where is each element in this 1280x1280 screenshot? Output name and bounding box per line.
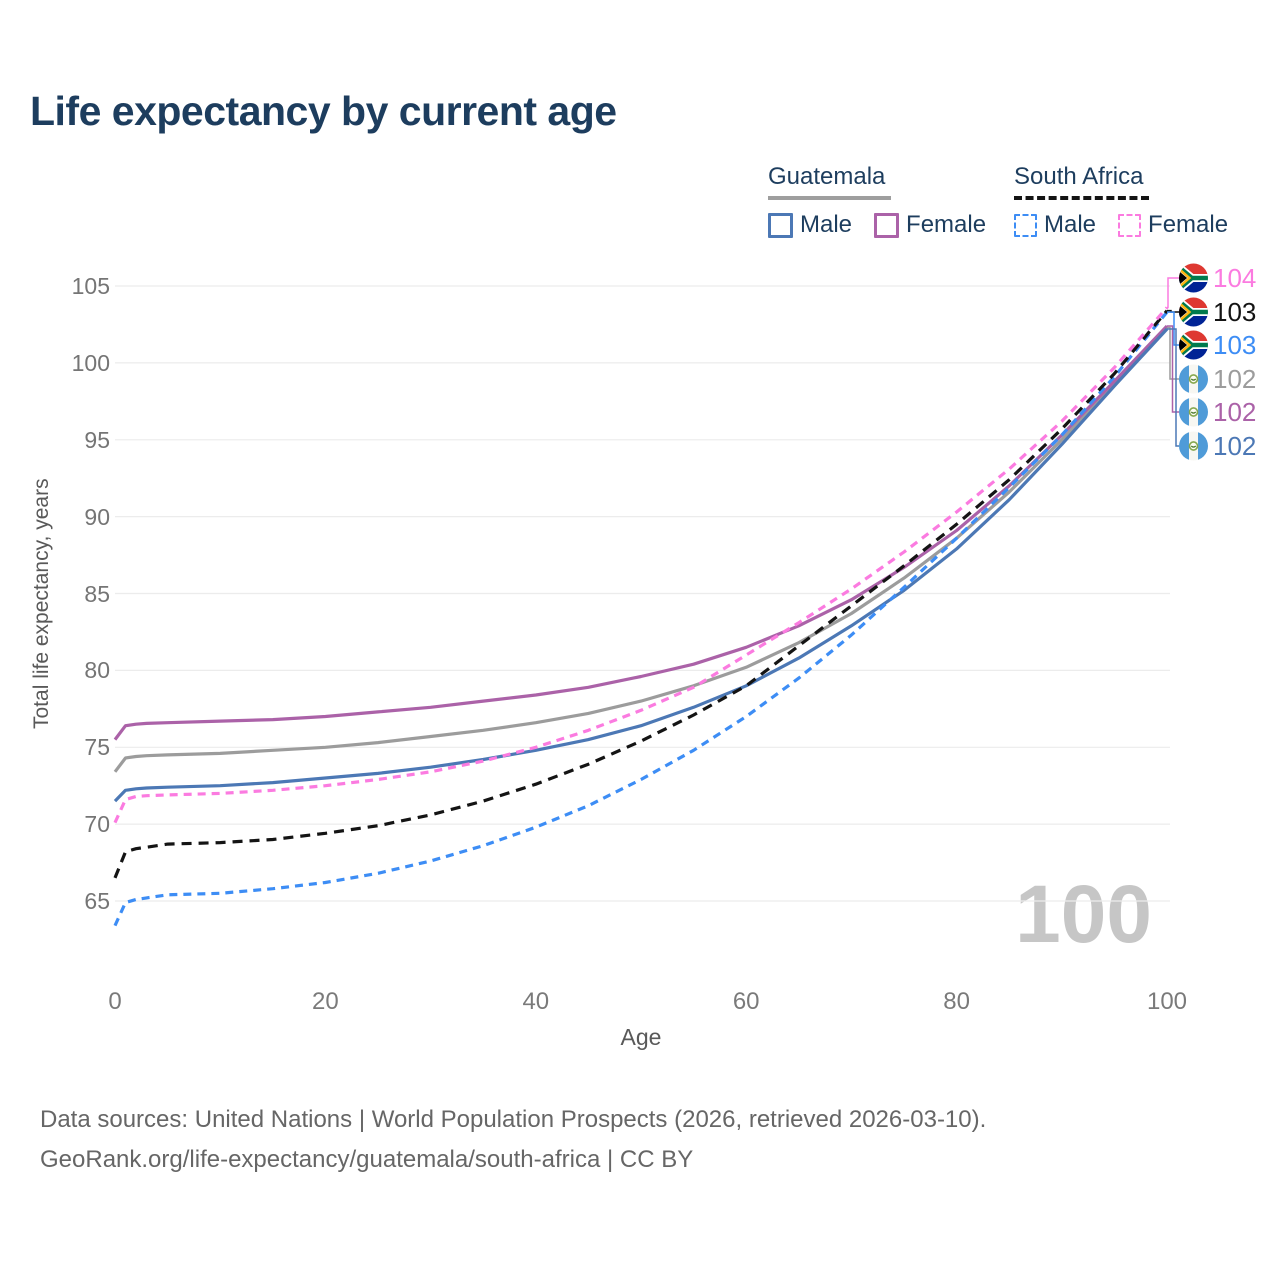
y-tick-label: 95 — [84, 426, 110, 453]
y-tick-label: 65 — [84, 888, 110, 914]
south-africa-flag-icon — [1177, 298, 1210, 327]
y-tick-label: 100 — [71, 349, 110, 376]
legend-label-south-africa-male: Male — [1044, 211, 1097, 238]
series-line-guatemala-female[interactable] — [113, 324, 1169, 741]
series-line-south-africa-total[interactable] — [113, 309, 1169, 879]
legend-label-south-africa-female: Female — [1148, 211, 1229, 238]
gridlines — [115, 285, 1170, 902]
series-line-guatemala-total[interactable] — [113, 326, 1169, 773]
legend-item-south-africa-male[interactable]: Male — [1014, 211, 1096, 239]
legend-label-guatemala-male: Male — [800, 211, 853, 238]
series-line-south-africa-male[interactable] — [113, 311, 1169, 927]
x-tick-label: 20 — [312, 988, 339, 1015]
series-lines — [113, 306, 1169, 927]
legend-group-south-africa: South Africa Male Female — [1014, 163, 1228, 239]
end-value-label: 102 — [1213, 364, 1256, 394]
guatemala-flag-icon — [1179, 365, 1208, 394]
y-axis-title: Total life expectancy, years — [30, 478, 53, 729]
attribution-note: GeoRank.org/life-expectancy/guatemala/so… — [40, 1146, 694, 1173]
y-tick-label: 70 — [84, 811, 110, 838]
x-tick-label: 60 — [732, 988, 760, 1015]
end-label-connector — [1167, 277, 1179, 309]
y-tick-label: 85 — [84, 580, 110, 607]
end-value-label: 103 — [1213, 297, 1256, 327]
south-africa-flag-icon — [1177, 331, 1210, 360]
x-axis-title: Age — [620, 1024, 662, 1050]
series-line-south-africa-female[interactable] — [113, 306, 1169, 824]
end-value-label: 103 — [1213, 330, 1256, 360]
end-value-label: 102 — [1213, 397, 1256, 427]
end-label-connector — [1167, 309, 1179, 313]
legend-item-guatemala-female[interactable]: Female — [874, 211, 986, 239]
end-label-connector — [1167, 328, 1179, 447]
x-tick-label: 100 — [1146, 988, 1188, 1015]
legend-item-south-africa-female[interactable]: Female — [1118, 211, 1228, 239]
legend-item-guatemala-male[interactable]: Male — [768, 211, 852, 239]
end-label-connector — [1167, 326, 1179, 380]
guatemala-flag-icon — [1179, 432, 1208, 461]
legend-header-south-africa[interactable]: South Africa — [1014, 163, 1150, 200]
x-tick-label: 40 — [522, 988, 550, 1015]
current-age-ticker: 100 — [1015, 869, 1152, 960]
y-tick-label: 75 — [84, 734, 110, 761]
guatemala-female-swatch-icon — [874, 212, 900, 238]
legend-label-guatemala-female: Female — [906, 211, 987, 238]
guatemala-male-swatch-icon — [768, 212, 793, 238]
x-tick-label: 0 — [108, 988, 122, 1015]
y-tick-label: 90 — [84, 503, 110, 530]
end-label-connector — [1167, 325, 1179, 413]
page-title: Life expectancy by current age — [30, 88, 617, 134]
end-value-label: 104 — [1213, 263, 1256, 293]
south-africa-male-swatch-icon — [1014, 213, 1037, 237]
end-value-label: 102 — [1213, 431, 1256, 461]
data-sources-note: Data sources: United Nations | World Pop… — [40, 1106, 987, 1133]
y-tick-label: 80 — [84, 657, 110, 684]
legend-group-guatemala: Guatemala Male Female — [768, 163, 986, 239]
series-line-guatemala-male[interactable] — [113, 327, 1169, 803]
guatemala-flag-icon — [1179, 398, 1208, 427]
x-tick-label: 80 — [943, 988, 970, 1015]
legend-header-guatemala[interactable]: Guatemala — [768, 163, 892, 200]
south-africa-flag-icon — [1177, 264, 1210, 293]
south-africa-female-swatch-icon — [1118, 213, 1142, 237]
y-tick-label: 105 — [71, 273, 110, 299]
